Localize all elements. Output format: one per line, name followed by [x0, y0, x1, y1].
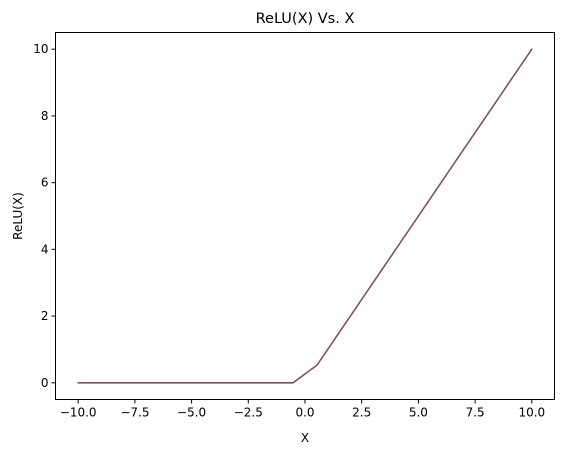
y-axis-label: ReLU(X) [11, 192, 25, 240]
x-tick-label: −10.0 [60, 406, 97, 420]
x-tick-label: 0.0 [295, 406, 314, 420]
y-tick-label: 2 [41, 309, 49, 323]
x-tick-label: 2.5 [352, 406, 371, 420]
x-axis-label: X [301, 431, 309, 445]
x-tick-label: −5.0 [177, 406, 206, 420]
y-tick-label: 0 [41, 376, 49, 390]
y-axis-ticks: 0 2 4 6 8 10 [33, 42, 56, 390]
y-tick-label: 4 [41, 242, 49, 256]
y-tick-label: 8 [41, 109, 49, 123]
x-axis-ticks: −10.0 −7.5 −5.0 −2.5 0.0 2.5 5.0 7.5 10.0 [60, 399, 545, 420]
plot-frame [55, 32, 555, 400]
y-tick-label: 6 [41, 176, 49, 190]
y-tick-label: 10 [33, 42, 48, 56]
x-tick-label: 10.0 [518, 406, 545, 420]
x-tick-label: −7.5 [120, 406, 149, 420]
series-line-0 [77, 48, 533, 384]
plot-area [77, 48, 533, 384]
chart-title: ReLU(X) Vs. X [256, 11, 355, 27]
x-tick-label: 7.5 [466, 406, 485, 420]
x-tick-label: 5.0 [409, 406, 428, 420]
x-tick-label: −2.5 [234, 406, 263, 420]
